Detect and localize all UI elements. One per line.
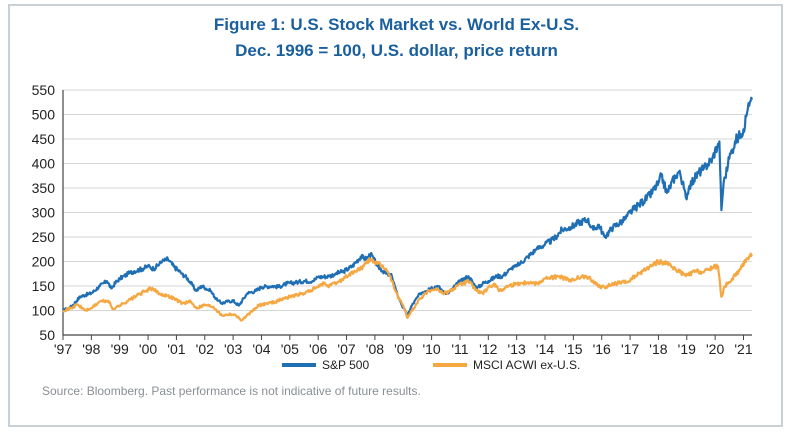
chart-title: Figure 1: U.S. Stock Market vs. World Ex… <box>213 15 580 34</box>
source-note: Source: Bloomberg. Past performance is n… <box>42 384 421 398</box>
x-tick-label: '06 <box>309 341 327 357</box>
grid <box>63 89 752 336</box>
chart-subtitle: Dec. 1996 = 100, U.S. dollar, price retu… <box>235 41 558 60</box>
y-tick-label: 350 <box>32 180 56 196</box>
y-tick-label: 250 <box>32 229 56 245</box>
x-tick-label: '15 <box>564 341 582 357</box>
x-tick-label: '21 <box>734 341 752 357</box>
y-tick-label: 400 <box>32 156 56 172</box>
y-tick-label: 300 <box>32 205 56 221</box>
x-tick-label: '13 <box>508 341 526 357</box>
x-tick-label: '20 <box>706 341 724 357</box>
series-line-sp500 <box>62 96 754 317</box>
x-tick-label: '05 <box>281 341 299 357</box>
x-tick-label: '99 <box>111 341 129 357</box>
x-tick-label: '10 <box>422 341 440 357</box>
x-tick-label: '11 <box>451 341 468 357</box>
y-tick-label: 100 <box>32 303 56 319</box>
legend-sp500-label: S&P 500 <box>322 358 369 372</box>
x-tick-label: '97 <box>54 341 72 357</box>
x-tick-label: '09 <box>394 341 412 357</box>
legend-msci-acwi-ex-us-label: MSCI ACWI ex-U.S. <box>473 358 580 372</box>
x-tick-label: '00 <box>139 341 157 357</box>
chart-frame <box>8 4 783 427</box>
y-tick-label: 200 <box>32 254 56 270</box>
x-tick-label: '17 <box>621 341 639 357</box>
y-axis: 50 100 150 200 250 300 350 400 450 500 550 <box>32 82 56 343</box>
series-line-msci-acwi-ex-us <box>62 252 754 322</box>
series-lines <box>62 96 754 322</box>
x-tick-label: '02 <box>196 341 214 357</box>
x-axis: '97 '98 '99 '00 '01 '02 '03 '04 '05 '06 '07 '08 '09 '… <box>54 90 753 357</box>
x-tick-label: '08 <box>366 341 384 357</box>
x-tick-label: '12 <box>479 341 497 357</box>
x-tick-label: '16 <box>593 341 611 357</box>
y-tick-label: 450 <box>32 131 56 147</box>
y-tick-label: 550 <box>32 82 56 98</box>
x-tick-label: '01 <box>167 341 185 357</box>
x-tick-label: '18 <box>649 341 667 357</box>
x-tick-label: '03 <box>224 341 242 357</box>
y-tick-label: 500 <box>32 107 56 123</box>
x-tick-label: '98 <box>82 341 100 357</box>
x-tick-label: '14 <box>536 341 554 357</box>
x-tick-label: '07 <box>337 341 355 357</box>
y-tick-label: 150 <box>32 278 56 294</box>
x-tick-label: '19 <box>678 341 696 357</box>
y-tick-label: 50 <box>39 327 55 343</box>
legend: S&P 500 MSCI ACWI ex-U.S. <box>282 358 580 372</box>
x-tick-label: '04 <box>252 341 270 357</box>
